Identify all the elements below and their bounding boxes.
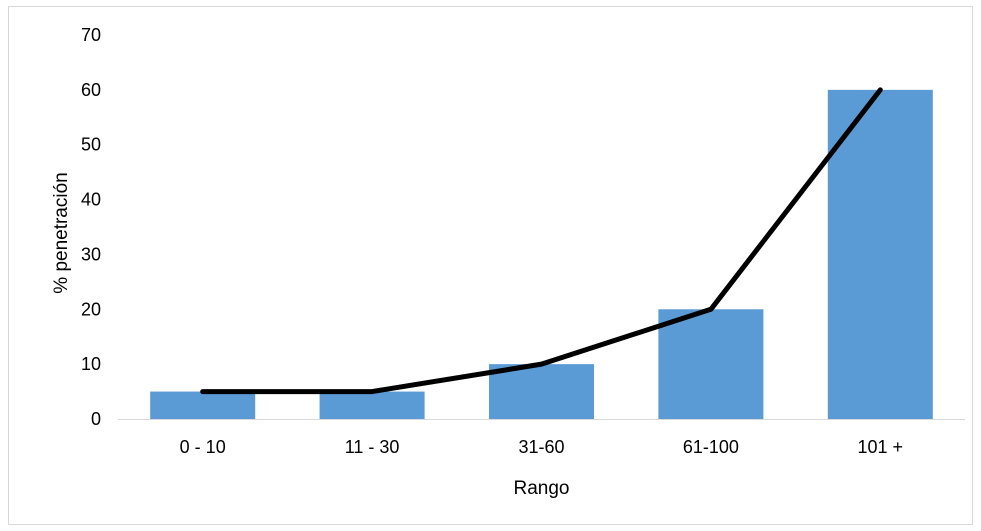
bar-4 — [827, 89, 933, 419]
x-tick-label: 31-60 — [518, 437, 564, 457]
bar-1 — [319, 391, 425, 419]
y-tick-label: 30 — [81, 244, 101, 264]
bar-group — [150, 89, 933, 419]
y-axis-title: % penetración — [51, 172, 72, 293]
bar-3 — [658, 309, 764, 419]
y-tick-label: 70 — [81, 25, 101, 45]
series-line — [200, 87, 883, 395]
x-axis-title: Rango — [514, 478, 570, 499]
x-tick-label: 11 - 30 — [345, 437, 400, 457]
y-tick-label: 0 — [91, 409, 101, 429]
y-tick-group: 0 10 20 30 40 50 60 70 — [81, 25, 101, 429]
y-tick-label: 10 — [81, 354, 101, 374]
bar-2 — [488, 364, 595, 419]
bar-0 — [150, 391, 256, 419]
y-tick-label: 60 — [81, 80, 101, 100]
chart-frame: 0 - 10 11 - 30 31-60 61-100 101 + 0 10 20 30 40 5… — [8, 6, 973, 525]
y-tick-label: 50 — [81, 135, 101, 155]
y-tick-label: 40 — [81, 190, 101, 210]
x-tick-label: 101 + — [858, 437, 904, 457]
y-tick-label: 20 — [81, 299, 101, 319]
x-tick-label: 61-100 — [683, 437, 739, 457]
chart: 0 - 10 11 - 30 31-60 61-100 101 + 0 10 20 30 40 5… — [51, 25, 965, 499]
x-tick-group: 0 - 10 11 - 30 31-60 61-100 101 + — [180, 437, 903, 457]
x-tick-label: 0 - 10 — [180, 437, 226, 457]
